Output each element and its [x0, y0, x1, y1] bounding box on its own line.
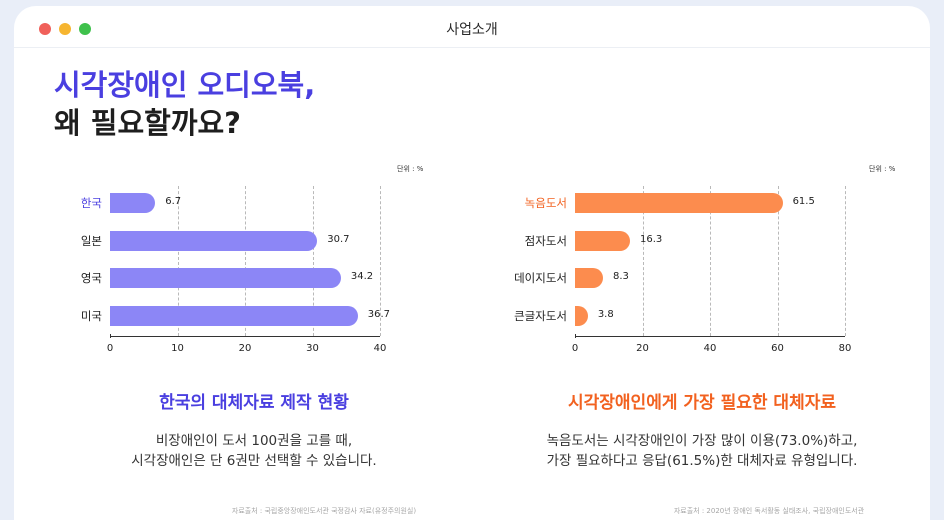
chart-value-label: 36.7: [367, 309, 390, 320]
chart-axis-origin-tick: [575, 334, 576, 338]
chart-bar[interactable]: [110, 268, 341, 288]
chart-category-label: 한국: [80, 196, 102, 210]
chart-category-label: 녹음도서: [524, 196, 567, 210]
chart-unit-label: 단위 : %: [397, 165, 424, 173]
headline-line-2: 왜 필요할까요?: [54, 106, 241, 140]
chart-value-label: 6.7: [165, 196, 182, 207]
chart-bar[interactable]: [110, 193, 156, 213]
chart-category-label: 미국: [80, 309, 102, 323]
chart-x-tick-label: 30: [306, 343, 319, 354]
chart-value-label: 8.3: [613, 271, 629, 282]
chart-gridline: [845, 186, 846, 336]
chart-category-label: 점자도서: [524, 234, 567, 248]
chart-x-tick-label: 0: [571, 343, 579, 354]
chart-value-label: 30.7: [327, 234, 350, 245]
chart-x-tick-label: 80: [838, 343, 852, 354]
chart-x-tick-label: 60: [771, 343, 784, 354]
chart-unit-label: 단위 : %: [869, 165, 896, 173]
chart-category-label: 영국: [80, 271, 102, 285]
left-source: 자료출처 : 국립중앙장애인도서관 국정감사 자료(유정주의원실): [231, 507, 417, 515]
minimize-window-icon[interactable]: [59, 23, 71, 35]
chart-x-tick-label: 20: [238, 343, 252, 354]
left-description-line-2: 시각장애인은 단 6권만 선택할 수 있습니다.: [131, 453, 377, 469]
chart-x-tick-label: 0: [106, 343, 114, 354]
window-title: 사업소개: [446, 22, 498, 38]
korea-production-chart: 단위 : % 0 10 20 30 40 한국 6.7 일본 30.7 영국 34.2 미국 36.7: [14, 156, 474, 376]
chart-x-tick-label: 40: [373, 343, 387, 354]
chart-gridline: [245, 186, 246, 336]
chart-gridline: [312, 186, 314, 336]
left-description: 비장애인이 도서 100권을 고를 때, 시각장애인은 단 6권만 선택할 수 …: [44, 431, 464, 471]
chart-category-label: 데이지도서: [514, 271, 567, 285]
chart-gridline: [710, 186, 711, 336]
chart-gridline: [777, 186, 779, 336]
title-bar: 사업소개: [14, 6, 930, 48]
chart-gridline: [642, 186, 644, 336]
chart-x-tick-label: 10: [171, 343, 184, 354]
chart-bar[interactable]: [575, 306, 588, 326]
chart-x-tick-label: 40: [703, 343, 717, 354]
right-description: 녹음도서는 시각장애인이 가장 많이 이용(73.0%)하고, 가장 필요하다고…: [484, 431, 920, 471]
chart-category-label: 큰글자도서: [514, 309, 567, 323]
chart-gridline: [380, 186, 381, 336]
right-description-line-2: 가장 필요하다고 응답(61.5%)한 대체자료 유형입니다.: [546, 453, 858, 469]
chart-value-label: 16.3: [640, 234, 663, 245]
chart-x-axis: [575, 336, 845, 337]
chart-bar[interactable]: [575, 231, 630, 251]
chart-value-label: 34.2: [350, 271, 374, 282]
maximize-window-icon[interactable]: [79, 23, 91, 35]
page-headline: 시각장애인 오디오북, 왜 필요할까요?: [54, 66, 315, 142]
right-description-line-1: 녹음도서는 시각장애인이 가장 많이 이용(73.0%)하고,: [546, 433, 858, 449]
left-description-line-1: 비장애인이 도서 100권을 고를 때,: [155, 433, 353, 449]
close-window-icon[interactable]: [39, 23, 51, 35]
chart-gridline: [177, 186, 179, 336]
right-source: 자료출처 : 2020년 장애인 독서활동 실태조사, 국립장애인도서관: [673, 507, 865, 515]
chart-bar[interactable]: [575, 193, 783, 213]
right-chart-subtitle: 시각장애인에게 가장 필요한 대체자료: [568, 393, 836, 413]
chart-category-label: 일본: [80, 234, 102, 248]
headline-line-1: 시각장애인 오디오북,: [54, 68, 316, 102]
left-chart-subtitle: 한국의 대체자료 제작 현황: [159, 393, 349, 413]
slide-window: 사업소개 시각장애인 오디오북, 왜 필요할까요? 단위 : % 0 10 20 30 4…: [14, 6, 930, 520]
chart-bar[interactable]: [110, 306, 358, 326]
chart-axis-origin-tick: [110, 334, 111, 338]
chart-bar[interactable]: [110, 231, 318, 251]
chart-value-label: 3.8: [597, 309, 614, 320]
chart-value-label: 61.5: [792, 196, 815, 207]
chart-x-axis: [110, 336, 380, 337]
chart-bar[interactable]: [575, 268, 603, 288]
needed-material-chart: 단위 : % 0 20 40 60 80 녹음도서 61.5 점자도서 16.3 데이지도서 8.3 큰…: [474, 156, 930, 376]
chart-x-tick-label: 20: [636, 343, 649, 354]
